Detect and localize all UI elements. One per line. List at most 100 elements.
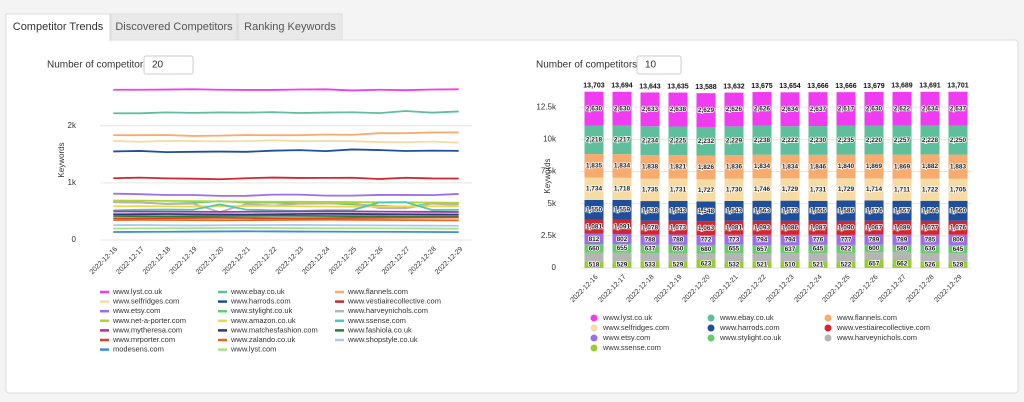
bar-segment [640, 220, 660, 235]
tab-label[interactable]: Discovered Competitors [115, 21, 233, 33]
bar-segment [640, 234, 660, 245]
bar-segment [808, 200, 828, 221]
tab[interactable] [237, 13, 343, 41]
value-label: 521 [813, 261, 824, 268]
bar-segment [864, 244, 884, 253]
value-label: 1,081 [726, 224, 743, 231]
legend-swatch [590, 324, 598, 332]
bar-segment [808, 220, 828, 235]
tab-active[interactable] [5, 13, 111, 42]
series-line [113, 218, 459, 222]
value-label: 1,711 [894, 186, 910, 193]
bar-segment [948, 125, 968, 155]
value-label: 1,834 [614, 163, 631, 170]
legend-label: www.selfridges.com [602, 323, 669, 332]
y-tick-label: 0 [72, 235, 77, 244]
bar-segment [920, 234, 940, 245]
value-label: 1,869 [866, 163, 883, 170]
value-label: 645 [813, 246, 824, 253]
value-label: 2,637 [810, 106, 827, 113]
value-label: 2,238 [754, 137, 771, 144]
bar-segment [780, 253, 800, 262]
value-label: 657 [869, 260, 880, 267]
legend-label: www.vestiairecollective.com [836, 323, 930, 332]
total-label: 13,643 [639, 83, 661, 90]
number-input[interactable] [143, 55, 194, 75]
y-axis-label: Keywords [57, 142, 66, 177]
value-label: 788 [645, 237, 656, 244]
bar-segment [752, 200, 772, 221]
value-label: 1,821 [670, 164, 687, 171]
y-tick-label: 10k [543, 134, 557, 143]
value-label: 812 [589, 236, 600, 243]
bar-segment [892, 178, 912, 201]
bar-segment [584, 199, 604, 220]
bar-segment [696, 235, 716, 245]
bar-segment [752, 92, 772, 126]
bar-segment [864, 259, 884, 268]
bar-segment [752, 125, 772, 155]
bar-segment [612, 199, 632, 220]
tab-label[interactable]: Ranking Keywords [244, 21, 336, 33]
value-label: 1,089 [894, 224, 911, 231]
value-label: 789 [897, 237, 908, 244]
value-label: 2,630 [614, 105, 631, 112]
legend-label: www.mytheresa.com [112, 325, 182, 334]
value-label: 528 [953, 261, 964, 268]
tab-label[interactable]: Competitor Trends [13, 21, 104, 33]
value-label: 1,714 [866, 186, 883, 193]
bar-segment [724, 220, 744, 235]
number-input[interactable] [636, 55, 682, 75]
bar-segment [584, 219, 604, 234]
control-label: Number of competitors [536, 60, 637, 71]
bar-segment [892, 244, 912, 253]
bar-segment [948, 220, 968, 235]
bar-segment [668, 92, 688, 127]
bar-segment [808, 178, 828, 201]
value-label: 1,731 [670, 186, 687, 193]
bar-segment [836, 92, 856, 126]
tab[interactable] [110, 13, 238, 41]
value-label: 1,834 [754, 163, 771, 170]
bar-segment [724, 155, 744, 179]
bar-segment [612, 219, 632, 234]
value-label: 1,840 [838, 163, 855, 170]
bar-segment [752, 261, 772, 268]
value-label: 2,634 [782, 106, 799, 113]
value-label: 2,230 [810, 137, 827, 144]
value-label: 1,731 [810, 186, 827, 193]
total-label: 13,679 [863, 83, 885, 90]
bar-segment [780, 261, 800, 268]
value-label: 2,220 [866, 137, 883, 144]
number-input-value[interactable]: 20 [152, 60, 164, 71]
bar-segment [864, 154, 884, 179]
value-label: 526 [925, 261, 936, 268]
legend-label: www.vestiairecollective.com [347, 297, 441, 306]
bar-segment [920, 178, 940, 201]
value-label: 1,081 [586, 224, 603, 231]
value-label: 2,250 [950, 137, 967, 144]
value-label: 655 [617, 245, 628, 252]
value-label: 2,257 [894, 137, 911, 144]
bar-segment [808, 244, 828, 254]
bar-segment [780, 154, 800, 179]
bar-segment [584, 252, 604, 262]
value-label: 1,729 [838, 186, 855, 193]
number-input-value[interactable]: 10 [645, 60, 657, 71]
value-label: 2,629 [698, 107, 715, 114]
value-label: 1,563 [754, 207, 771, 214]
value-label: 1,834 [782, 163, 799, 170]
value-label: 1,076 [950, 224, 967, 231]
total-label: 13,588 [695, 84, 717, 91]
value-label: 510 [785, 261, 796, 268]
bar-segment [892, 154, 912, 179]
series-line [113, 230, 459, 234]
bar-segment [668, 244, 688, 253]
value-label: 2,617 [838, 106, 855, 113]
value-label: 518 [589, 261, 600, 268]
series-line [113, 148, 459, 154]
legend-label: www.harveynichols.com [347, 306, 428, 315]
bar-segment [808, 92, 828, 127]
bar-segment [780, 178, 800, 201]
bar-segment [780, 234, 800, 246]
